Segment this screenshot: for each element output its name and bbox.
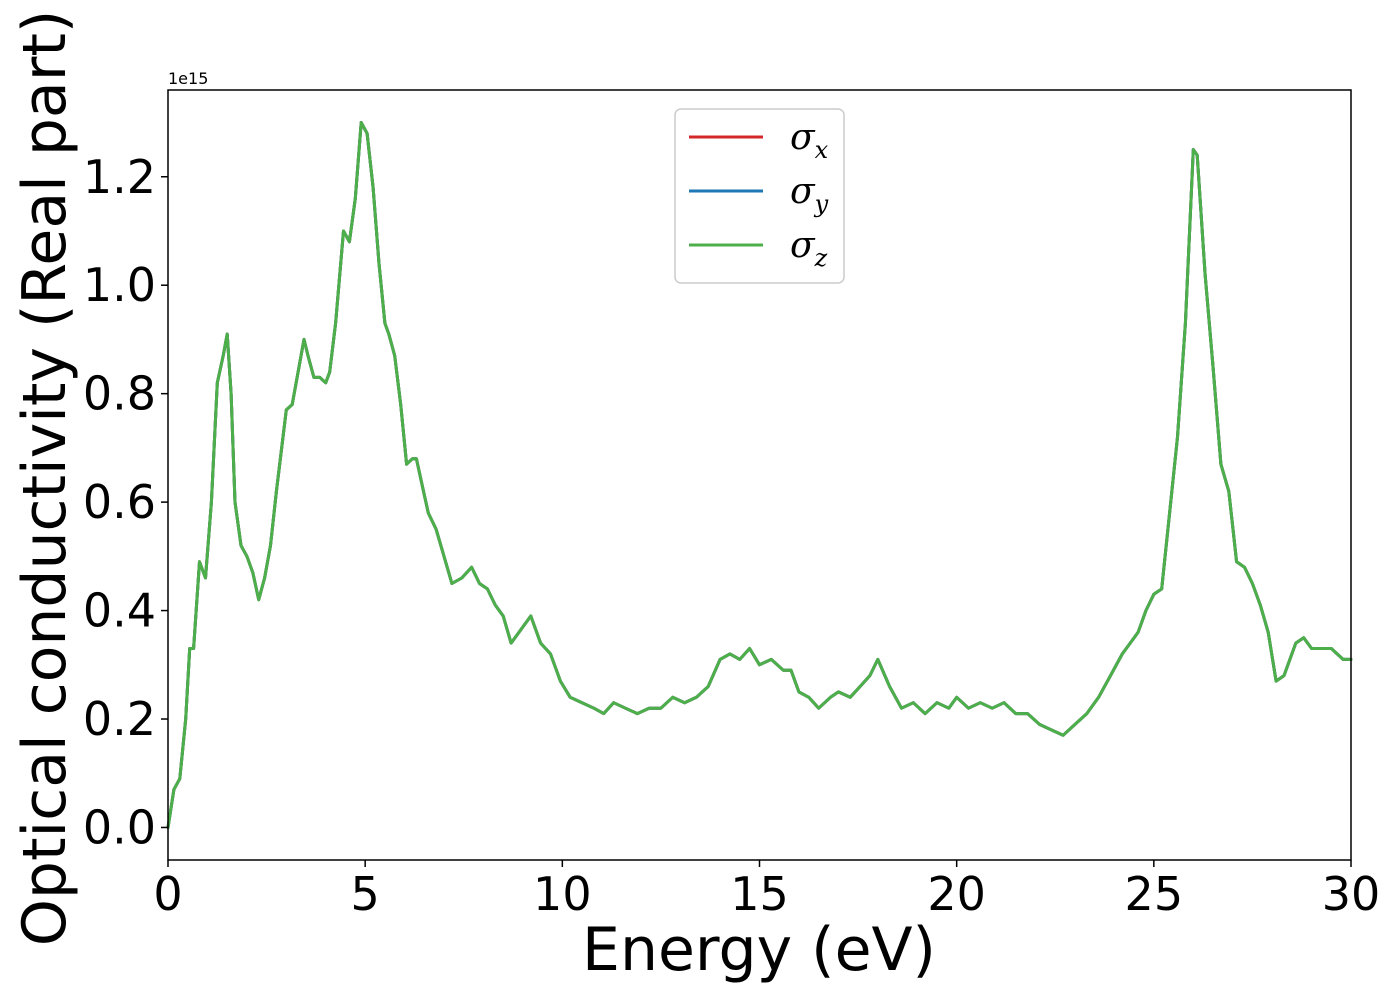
y-offset-label: 1e15 <box>168 69 208 88</box>
x-tick-label: 10 <box>533 867 592 921</box>
legend-box <box>674 108 845 284</box>
x-axis-ticks: 0 5 10 15 20 25 30 <box>153 860 1380 921</box>
y-axis-ticks: 0.0 0.2 0.4 0.6 0.8 1.0 1.2 <box>83 150 168 854</box>
x-tick-label: 25 <box>1125 867 1184 921</box>
x-tick-label: 20 <box>927 867 986 921</box>
series-line-z <box>166 121 1353 829</box>
y-tick-label: 1.2 <box>83 150 156 204</box>
x-axis-title: Energy (eV) <box>582 915 936 985</box>
y-tick-label: 0.2 <box>83 692 156 746</box>
x-tick-label: 30 <box>1322 867 1381 921</box>
x-tick-label: 0 <box>153 867 182 921</box>
series-layer <box>166 121 1353 829</box>
y-tick-label: 0.0 <box>83 800 156 854</box>
y-tick-label: 0.6 <box>83 475 156 529</box>
x-tick-label: 15 <box>730 867 789 921</box>
y-tick-label: 1.0 <box>83 258 156 312</box>
x-tick-label: 5 <box>351 867 380 921</box>
y-tick-label: 0.4 <box>83 584 156 638</box>
y-axis-title: Optical conductivity (Real part) <box>10 10 80 947</box>
y-tick-label: 0.8 <box>83 367 156 421</box>
